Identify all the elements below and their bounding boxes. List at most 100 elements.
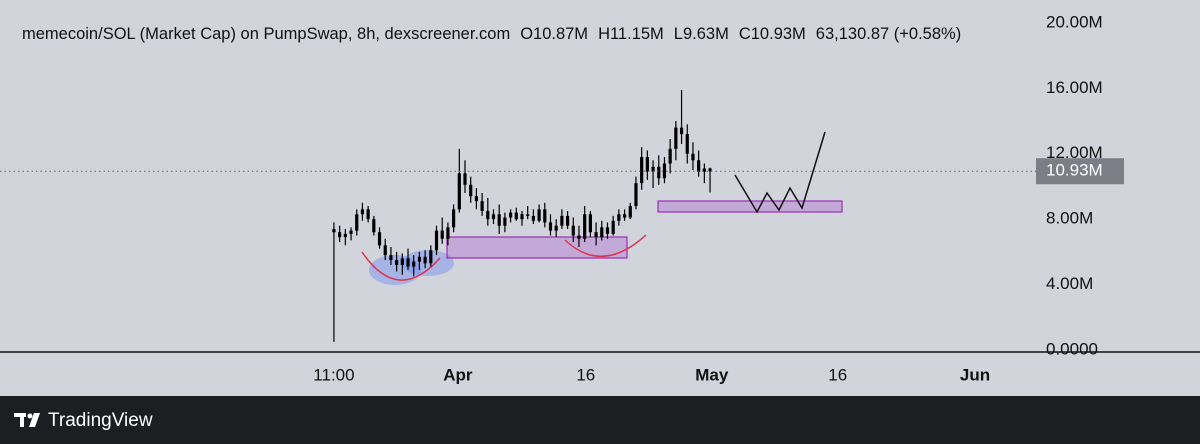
x-tick-label: 16 [576, 365, 595, 384]
candle-body [377, 232, 382, 246]
candle-body [343, 233, 347, 238]
candle-body [708, 168, 712, 172]
candle-body [514, 212, 518, 220]
candle-body [691, 153, 695, 161]
ohlc-label: O10.87M [520, 25, 588, 43]
candle-body [400, 258, 404, 265]
candle-body [679, 127, 684, 135]
candle-body [531, 215, 535, 221]
candle-body [406, 258, 410, 267]
y-tick-label: 12.00M [1046, 143, 1103, 162]
candle-body [469, 184, 473, 197]
x-tick-label: Apr [443, 365, 473, 384]
y-tick-label: 16.00M [1046, 78, 1103, 97]
candle-body [537, 209, 541, 221]
candle-body [668, 148, 672, 164]
candle-body [474, 196, 479, 202]
candle-body [503, 217, 507, 226]
candle-body [497, 214, 501, 226]
logo-part [29, 413, 40, 427]
ohlc-label: L9.63M [674, 25, 729, 43]
candle-body [560, 215, 564, 226]
candle-body [640, 157, 644, 184]
candle-body [429, 250, 433, 264]
candle-body [674, 127, 678, 149]
x-tick-label: May [695, 365, 729, 384]
candle-body [412, 261, 416, 267]
candle-body [526, 214, 530, 216]
annotations [361, 131, 843, 285]
candle-body [697, 160, 701, 172]
last-price-tag [1036, 158, 1124, 185]
candle-body [651, 166, 655, 172]
candle-body [685, 134, 689, 154]
candle-body [628, 206, 632, 218]
chart-background [0, 0, 1200, 396]
zone-box [446, 236, 628, 259]
candle-body [588, 214, 592, 233]
brand-logo [14, 413, 40, 427]
candle-body [332, 228, 336, 233]
candle-body [583, 214, 587, 239]
candle-body [565, 215, 570, 226]
candle-body [338, 232, 342, 238]
candle-body [389, 255, 393, 261]
candle-body [355, 214, 359, 231]
x-tick-label: 16 [828, 365, 847, 384]
candle-body [457, 173, 461, 210]
candle-body [491, 214, 496, 220]
candle-body [520, 214, 524, 220]
candle-body [634, 183, 638, 207]
curve [564, 234, 647, 258]
x-tick-label: Jun [960, 365, 990, 384]
candle-body [480, 201, 484, 211]
y-tick-label: 8.00M [1046, 209, 1093, 228]
candle-body [622, 214, 627, 218]
candle-body [611, 220, 615, 234]
ohlc-label: 63,130.87 (+0.58%) [816, 25, 961, 43]
y-tick-label: 0.0000 [1046, 339, 1098, 358]
candle-body [452, 209, 456, 228]
candle-body [349, 230, 353, 234]
footer-bar [0, 396, 1200, 444]
candle-body [486, 210, 490, 220]
ohlc-label: H11.15M [598, 25, 664, 43]
candle-body [657, 166, 661, 179]
candle-body [383, 245, 387, 256]
chart-header: memecoin/SOL (Market Cap) on PumpSwap, 8… [22, 25, 961, 43]
candle-body [440, 230, 444, 239]
candle-body [617, 214, 621, 221]
candle-body [417, 256, 422, 262]
candle-body [605, 227, 610, 234]
candle-body [548, 222, 553, 231]
candle-body [543, 209, 547, 223]
candle-body [571, 225, 575, 236]
curve [361, 251, 441, 281]
candle-body [600, 227, 604, 238]
y-tick-label: 20.00M [1046, 12, 1103, 31]
candle-body [577, 235, 581, 239]
candle-body [594, 232, 598, 238]
candle-body [366, 209, 370, 220]
zone-box [657, 200, 843, 213]
logo-part [27, 413, 33, 419]
candle-body [702, 168, 706, 172]
candle-body [645, 157, 649, 172]
candle-body [423, 256, 427, 264]
logo-part [20, 413, 24, 427]
candle-body [463, 173, 467, 185]
brand-name: TradingView [48, 410, 153, 431]
last-price-label: 10.93M [1046, 161, 1103, 180]
candle-body [554, 225, 558, 231]
candle-body [434, 230, 439, 251]
candle-body [508, 212, 513, 218]
candle-body [446, 227, 450, 239]
chart-title: memecoin/SOL (Market Cap) on PumpSwap, 8… [22, 25, 510, 43]
candle-body [372, 219, 376, 233]
candle-body [662, 163, 667, 179]
projection-line [734, 131, 826, 214]
y-tick-label: 4.00M [1046, 274, 1093, 293]
ohlc-label: C10.93M [739, 25, 806, 43]
highlight [402, 250, 454, 276]
